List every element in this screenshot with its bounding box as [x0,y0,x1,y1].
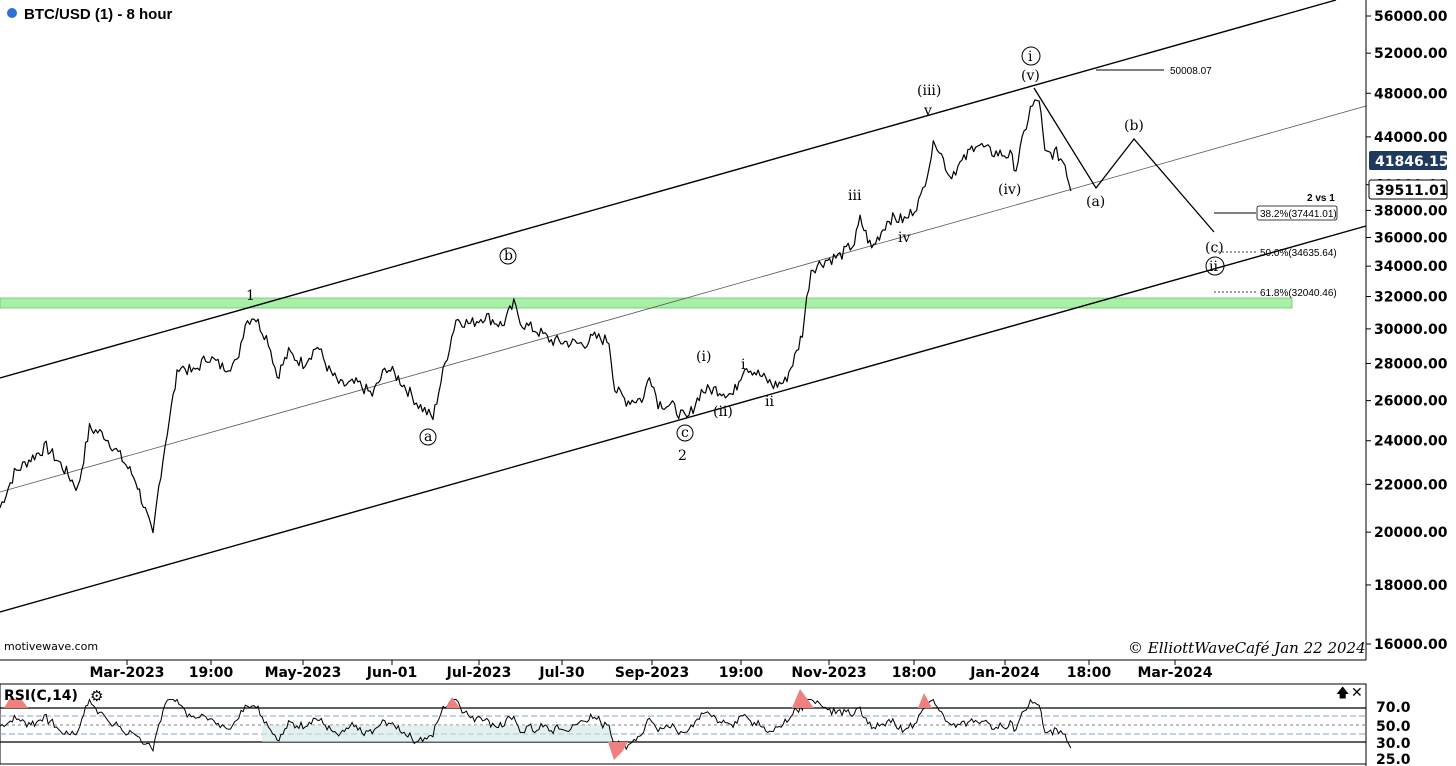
wave-label-proj-c: (c) [1205,240,1224,256]
rsi-overbought-fill-3 [792,689,814,708]
time-tick-label: Mar-2023 [89,665,164,681]
last-price-tag-bg [1368,179,1448,200]
price-tick-label: 32000.00 [1374,290,1448,306]
time-tick-label: 19:00 [719,665,764,681]
time-tick-label: Jan-2024 [969,665,1040,681]
price-tick-label: 38000.00 [1374,203,1448,219]
time-tick-label: Jul-30 [538,665,585,681]
wave-label-iii-small: iii [848,188,862,204]
wave-label-v-paren: (v) [1021,68,1040,84]
wave-label-ii-paren: (ii) [713,404,733,420]
price-tick-label: 16000.00 [1374,637,1448,653]
price-tick-label: 44000.00 [1374,130,1448,146]
fib-382-label: 38.2%(37441.01) [1260,209,1337,220]
rsi-oversold-shade [262,725,612,742]
price-tick-label: 34000.00 [1374,259,1448,275]
rsi-close-icon[interactable]: ✕ [1351,685,1363,701]
time-tick-label: Mar-2024 [1137,665,1212,681]
wave-label-i-small: i [741,357,746,373]
wave-label-iv-small: iv [898,230,910,246]
current-price-tag: 41846.15 [1375,154,1449,170]
price-tick-label: 52000.00 [1374,46,1448,62]
wave-label-i-paren: (i) [696,349,711,365]
time-tick-label: 19:00 [189,665,234,681]
rsi-tick-bottom: 25.0 [1376,752,1411,766]
wave-label-v-small: v [923,103,932,119]
rsi-tick-50: 50.0 [1376,719,1411,735]
time-tick-label: Jul-2023 [446,665,512,681]
price-tick-label: 20000.00 [1374,525,1448,541]
price-tick-label: 18000.00 [1374,578,1448,594]
channel-middle-line [0,105,1367,493]
rsi-tick-30: 30.0 [1376,736,1411,752]
wave-b-circle [499,247,517,265]
price-tick-label: 30000.00 [1374,322,1448,338]
price-tick-label: 56000.00 [1374,9,1448,25]
wave-label-ii-small: ii [765,394,774,410]
wave-label-proj-a: (a) [1086,194,1105,210]
price-tick-label: 24000.00 [1374,434,1448,450]
fib-382-box [1256,205,1338,221]
wave-label-1: 1 [246,288,255,304]
wave-label-c: c [681,425,689,441]
target-level-label: 50008.07 [1170,66,1212,77]
wave-circ-ii-circle [1205,256,1225,276]
fib-618-label: 61.8%(32040.46) [1260,288,1337,299]
wave-label-proj-b: (b) [1124,118,1144,134]
wave-circ-i-circle [1021,46,1041,66]
time-axis-ticks: Mar-2023 19:00 May-2023 Jun-01 Jul-2023 Jul-3… [89,660,1213,681]
price-tick-label: 22000.00 [1374,477,1448,493]
symbol-dot-icon [7,8,17,18]
wave-label-iv-paren: (iv) [998,182,1021,198]
rsi-expand-icon[interactable]: 🡅 [1336,686,1349,701]
rsi-overbought-fill-4 [918,693,932,708]
projection-path [1033,87,1215,233]
rsi-oversold-fill [608,742,628,760]
wave-label-circ-ii: ii [1209,259,1218,275]
rsi-line [0,698,1072,753]
wave-label-circ-i: i [1028,49,1033,65]
chart-title: BTC/USD (1) - 8 hour [24,6,172,23]
price-tick-label: 48000.00 [1374,86,1448,102]
last-price-tag: 39511.01 [1375,183,1449,199]
wave-label-2: 2 [678,448,687,464]
rsi-settings-gear-icon[interactable]: ⚙ [90,687,103,705]
fib-heading: 2 vs 1 [1307,193,1335,204]
copyright-label: © ElliottWaveCafé Jan 22 2024 [1128,639,1366,657]
rsi-overbought-fill-2 [446,697,460,708]
wave-label-a: a [424,429,432,445]
credit-label: motivewave.com [4,640,98,653]
support-band [0,297,1293,309]
wave-label-b: b [504,248,513,264]
price-axis-ticks: 56000.0052000.0048000.0044000.0040000.00… [1366,9,1448,653]
current-price-tag-bg [1369,151,1447,170]
price-tick-label: 28000.00 [1374,356,1448,372]
time-tick-label: Sep-2023 [615,665,689,681]
price-tick-label: 36000.00 [1374,230,1448,246]
time-tick-label: 18:00 [1067,665,1112,681]
time-tick-label: Nov-2023 [791,665,866,681]
channel-upper-line [0,0,1337,379]
wave-label-iii-paren: (iii) [917,83,941,99]
rsi-label: RSI(C,14) [4,688,78,704]
wave-c-circle [676,424,694,442]
time-tick-label: Jun-01 [366,665,417,681]
fib-500-label: 50.0%(34635.64) [1260,248,1337,259]
price-tick-label: 26000.00 [1374,394,1448,410]
rsi-tick-70: 70.0 [1376,700,1411,716]
price-series-line [0,99,1072,534]
rsi-overbought-fill-1 [4,698,28,708]
wave-a-circle [419,428,437,446]
time-tick-label: May-2023 [265,665,342,681]
time-tick-label: 18:00 [892,665,937,681]
channel-lower-line [0,225,1367,613]
